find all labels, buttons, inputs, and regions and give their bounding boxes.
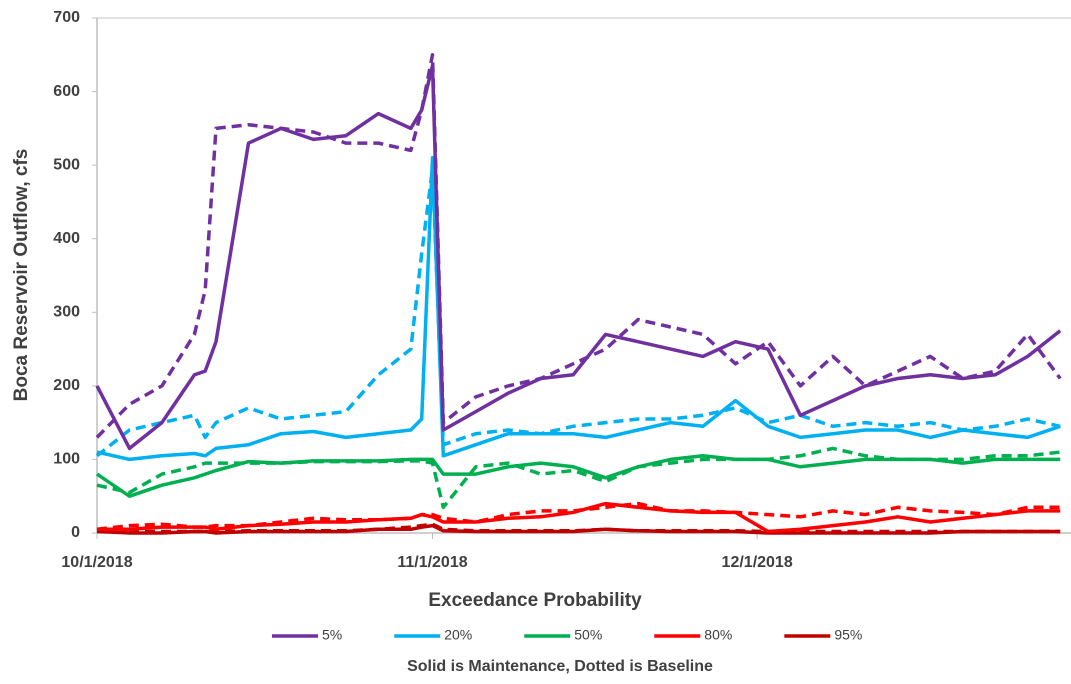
- series-line: [96, 156, 1061, 462]
- series-line: [96, 523, 1061, 535]
- legend-note: Solid is Maintenance, Dotted is Baseline: [407, 658, 713, 675]
- series-line: [97, 501, 1061, 534]
- y-tick-label: 200: [53, 377, 80, 394]
- legend-label: 95%: [834, 627, 862, 643]
- baseline-line: [95, 53, 1062, 439]
- x-tick-label: 10/1/2018: [61, 554, 132, 571]
- baseline-line: [96, 501, 1061, 532]
- series-line: [95, 64, 1062, 451]
- y-tick-label: 500: [53, 156, 80, 173]
- legend-label: 50%: [574, 627, 602, 643]
- x-tick-label: 12/1/2018: [722, 554, 793, 571]
- y-tick-label: 700: [53, 9, 80, 26]
- legend-label: 20%: [444, 627, 472, 643]
- y-axis-label: Boca Reservoir Outflow, cfs: [11, 149, 32, 402]
- legend-label: 5%: [322, 627, 342, 643]
- x-tick-label: 11/1/2018: [397, 554, 467, 571]
- x-axis-label: Exceedance Probability: [428, 590, 642, 611]
- y-tick-label: 0: [71, 524, 80, 541]
- y-tick-label: 600: [53, 83, 80, 100]
- y-tick-label: 100: [53, 451, 80, 468]
- baseline-line: [95, 167, 1061, 458]
- legend-label: 80%: [704, 627, 732, 643]
- y-tick-label: 300: [53, 304, 80, 321]
- y-tick-label: 400: [53, 230, 80, 247]
- baseline-line: [96, 446, 1061, 510]
- series-line: [96, 454, 1061, 498]
